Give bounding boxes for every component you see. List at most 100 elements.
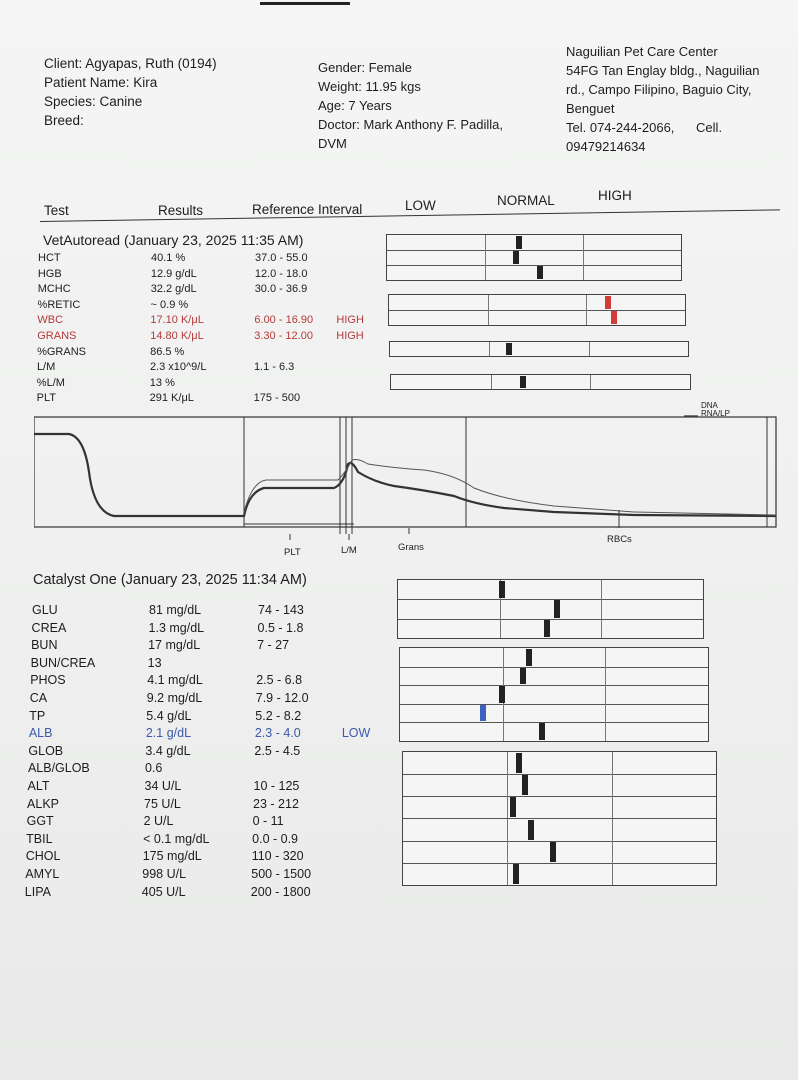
- flag: HIGH: [336, 314, 364, 327]
- test-name: %L/M: [36, 376, 65, 389]
- col-test: Test: [44, 203, 69, 218]
- result-marker: [516, 236, 523, 249]
- cell-histogram: [34, 415, 777, 540]
- result-row-alb-glob: ALB/GLOB 0.6: [28, 761, 408, 777]
- range-divider: [489, 342, 491, 356]
- range-divider: [611, 818, 613, 841]
- range-divider: [487, 295, 489, 310]
- result-marker: [506, 343, 513, 355]
- test-name: %GRANS: [37, 345, 86, 358]
- histogram-label-rbcs: RBCs: [607, 534, 632, 545]
- range-bar: [387, 265, 681, 280]
- result-marker: [550, 841, 557, 862]
- clinic-cell-number: 09479214634: [566, 139, 646, 154]
- range-divider: [601, 580, 603, 600]
- clinic-info: Naguilian Pet Care Center 54FG Tan Engla…: [566, 42, 759, 156]
- test-result: 405 U/L: [141, 884, 186, 899]
- result-marker: [553, 600, 560, 618]
- test-name: HGB: [37, 267, 62, 280]
- range-divider: [605, 722, 607, 741]
- test-result: 5.4 g/dL: [146, 708, 192, 723]
- range-divider: [605, 685, 607, 704]
- age: Age: 7 Years: [318, 98, 392, 113]
- bar-group-plt: [390, 374, 691, 390]
- client-name: Client: Agyapas, Ruth (0194): [44, 56, 217, 71]
- range-bar: [387, 250, 681, 266]
- legend-rna: RNA/LP: [701, 409, 730, 418]
- result-row-grans: GRANS 14.80 K/μL 3.30 - 12.00 HIGH: [37, 330, 417, 346]
- result-marker: [538, 723, 545, 740]
- reference-interval: 175 - 500: [253, 392, 301, 405]
- result-row-alt: ALT 34 U/L 10 - 125: [28, 779, 408, 795]
- bar-group-kidney: [397, 579, 704, 639]
- result-row-glu: GLU 81 mg/dL 74 - 143: [32, 603, 412, 619]
- reference-interval: 10 - 125: [253, 779, 300, 793]
- result-row-mchc: MCHC 32.2 g/dL 30.0 - 36.9: [38, 283, 418, 299]
- reference-interval: 500 - 1500: [251, 867, 312, 881]
- reference-interval: 5.2 - 8.2: [255, 708, 302, 723]
- test-name: TP: [29, 708, 46, 723]
- range-divider: [507, 796, 509, 819]
- result-row-alb: ALB 2.1 g/dL 2.3 - 4.0 LOW: [29, 726, 409, 742]
- result-row-grans: %GRANS 86.5 %: [37, 346, 417, 362]
- result-row-bun-crea: BUN/CREA 13: [31, 656, 411, 672]
- test-name: GLU: [32, 603, 58, 617]
- weight: Weight: 11.95 kgs: [318, 79, 421, 94]
- range-bar: [400, 666, 708, 687]
- col-high: HIGH: [598, 188, 632, 203]
- range-divider: [583, 265, 584, 280]
- range-divider: [507, 752, 509, 775]
- col-results: Results: [158, 203, 204, 218]
- result-marker: [498, 581, 505, 599]
- result-marker: [515, 753, 522, 774]
- range-divider: [586, 295, 588, 310]
- clinic-cell-label: Cell.: [696, 120, 723, 135]
- clinic-address-1: 54FG Tan Englay bldg., Naguilian: [566, 63, 760, 78]
- result-row-lipa: LIPA 405 U/L 200 - 1800: [25, 885, 405, 901]
- test-name: ALKP: [27, 796, 60, 811]
- reference-interval: 0.5 - 1.8: [257, 620, 304, 635]
- test-name: %RETIC: [37, 298, 81, 311]
- range-divider: [502, 666, 504, 686]
- range-divider: [485, 265, 486, 280]
- bar-group-rbc: [386, 234, 682, 281]
- reference-interval: 200 - 1800: [250, 884, 311, 899]
- reference-interval: 23 - 212: [253, 796, 299, 811]
- test-result: 75 U/L: [144, 796, 181, 811]
- test-name: AMYL: [25, 867, 60, 881]
- test-result: 2 U/L: [143, 814, 174, 829]
- range-bar: [389, 295, 685, 311]
- range-bar: [390, 342, 688, 356]
- range-divider: [611, 840, 613, 863]
- range-divider: [605, 648, 607, 667]
- test-name: ALB: [28, 726, 53, 741]
- range-bar: [403, 796, 716, 820]
- range-bar: [403, 840, 716, 864]
- breed: Breed:: [44, 113, 84, 128]
- result-marker: [522, 775, 529, 796]
- col-normal: NORMAL: [497, 193, 555, 208]
- patient-details: Gender: Female Weight: 11.95 kgs Age: 7 …: [318, 58, 503, 153]
- test-result: 2.3 x10^9/L: [149, 361, 207, 374]
- test-name: GRANS: [37, 330, 77, 342]
- test-result: 17 mg/dL: [148, 638, 201, 653]
- result-marker: [544, 619, 551, 637]
- result-row-hct: HCT 40.1 % 37.0 - 55.0: [38, 252, 418, 268]
- range-bar: [389, 310, 685, 325]
- range-divider: [499, 618, 501, 638]
- range-divider: [611, 796, 613, 819]
- histogram-label-plt: PLT: [284, 547, 301, 558]
- range-bar: [387, 235, 681, 251]
- bar-group-liver: [402, 751, 717, 886]
- test-result: 34 U/L: [144, 779, 182, 793]
- test-result: 17.10 K/μL: [150, 314, 204, 327]
- range-divider: [487, 310, 489, 325]
- test-name: TBIL: [26, 831, 53, 846]
- range-divider: [485, 235, 486, 250]
- bar-group-wbc: [388, 294, 686, 326]
- col-low: LOW: [405, 198, 436, 213]
- result-row-plt: PLT 291 K/μL 175 - 500: [37, 392, 417, 408]
- top-edge-mark: [260, 2, 350, 5]
- reference-interval: 0 - 11: [252, 814, 284, 829]
- result-marker: [528, 819, 535, 840]
